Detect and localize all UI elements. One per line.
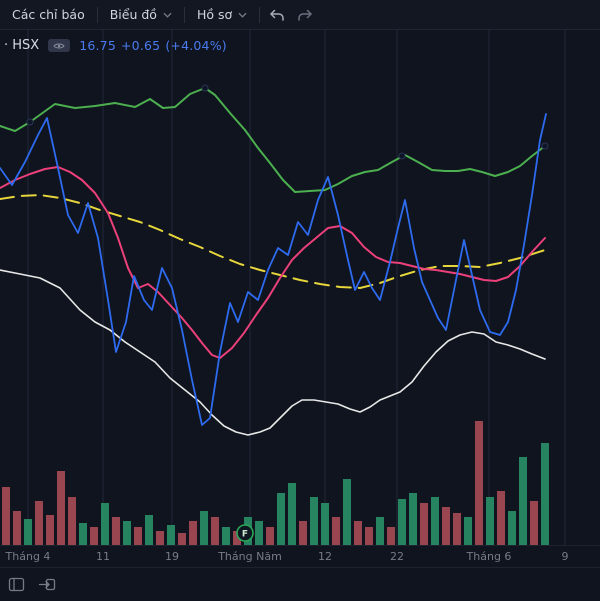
maximize-pane-button[interactable] xyxy=(36,573,59,596)
time-axis-label: 11 xyxy=(96,550,110,563)
price-change: +0.65 xyxy=(121,38,161,53)
time-axis-label: 12 xyxy=(318,550,332,563)
symbol-exchange-label: · HSX xyxy=(4,38,40,53)
arrow-into-box-icon xyxy=(38,578,56,591)
symbol-legend: · HSX 16.75 +0.65 (+4.04%) xyxy=(4,38,227,53)
svg-text:F: F xyxy=(242,530,248,540)
panel-layout-button[interactable] xyxy=(5,573,28,596)
chart-menu-button[interactable]: Biểu đồ xyxy=(100,1,182,29)
hide-series-button[interactable] xyxy=(48,39,71,52)
top-toolbar: Các chỉ báo Biểu đồ Hồ sơ xyxy=(0,0,600,30)
time-axis-label: Tháng 6 xyxy=(466,550,512,563)
chevron-down-icon xyxy=(163,12,172,18)
price-change-percent: (+4.04%) xyxy=(165,38,227,53)
time-axis-label: 19 xyxy=(165,550,179,563)
toolbar-separator xyxy=(96,6,98,23)
toolbar-separator xyxy=(259,6,261,23)
time-axis-label: 9 xyxy=(561,550,569,563)
profile-menu-button[interactable]: Hồ sơ xyxy=(187,1,257,29)
indicators-button[interactable]: Các chỉ báo xyxy=(2,1,95,29)
indicators-label: Các chỉ báo xyxy=(12,7,85,22)
undo-button[interactable] xyxy=(262,5,291,25)
toolbar-separator xyxy=(183,6,185,23)
time-axis[interactable]: Tháng 4 11 19 Tháng Năm 12 22 Tháng 6 9 xyxy=(0,545,600,567)
profile-menu-label: Hồ sơ xyxy=(196,7,233,22)
redo-icon xyxy=(298,9,312,21)
time-axis-label: Tháng 4 xyxy=(5,550,51,563)
chart-menu-label: Biểu đồ xyxy=(109,7,157,22)
time-axis-label: 22 xyxy=(390,550,404,563)
redo-button[interactable] xyxy=(291,5,320,25)
chevron-down-icon xyxy=(238,12,247,18)
undo-icon xyxy=(270,9,284,21)
bottom-toolbar xyxy=(0,567,600,601)
last-price: 16.75 xyxy=(79,38,116,53)
panel-icon xyxy=(8,577,25,592)
price-values: 16.75 +0.65 (+4.04%) xyxy=(79,38,227,53)
eye-icon xyxy=(53,43,65,48)
time-axis-label: Tháng Năm xyxy=(218,550,282,563)
